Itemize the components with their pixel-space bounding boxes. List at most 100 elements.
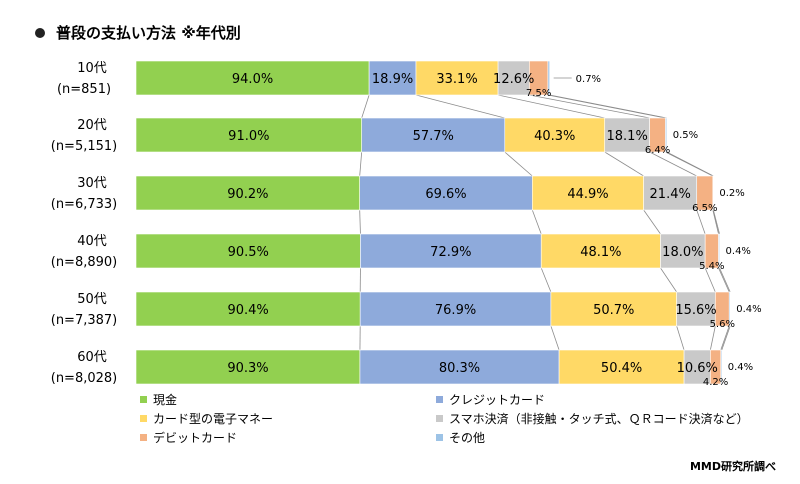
- data-label: 12.6%: [493, 72, 534, 87]
- legend-label: デビットカード: [153, 430, 237, 445]
- data-label: 69.6%: [425, 187, 466, 202]
- bar-segment: [643, 175, 698, 211]
- connector-line: [660, 267, 677, 293]
- category-label: 10代: [77, 61, 107, 76]
- bar-segment: [359, 175, 533, 211]
- sample-size-label: (n=8,028): [51, 371, 118, 386]
- bar-segment: [720, 349, 723, 385]
- connector-lines: [359, 94, 731, 351]
- data-label: 57.7%: [413, 129, 454, 144]
- bar-segment: [497, 60, 530, 96]
- connector-line: [415, 94, 505, 119]
- legend-swatch: [436, 396, 443, 403]
- bar-segment: [135, 291, 361, 327]
- connector-line: [709, 325, 716, 351]
- title-bullet: [35, 28, 45, 38]
- connector-line: [649, 151, 697, 177]
- category-label: 40代: [77, 234, 107, 249]
- data-label: 76.9%: [435, 303, 476, 318]
- sample-size-label: (n=7,387): [51, 313, 118, 328]
- data-label: 94.0%: [232, 72, 273, 87]
- connector-line: [497, 94, 605, 119]
- legend-label: クレジットカード: [449, 393, 545, 407]
- connector-line: [720, 325, 730, 351]
- sample-size-label: (n=851): [57, 82, 111, 97]
- data-label: 90.3%: [227, 361, 268, 376]
- bar-segment: [135, 175, 360, 211]
- data-label: 18.1%: [607, 129, 648, 144]
- data-label: 0.4%: [726, 246, 751, 257]
- bar-segment: [540, 233, 661, 269]
- legend-label: その他: [449, 431, 485, 445]
- bar-segment: [360, 233, 542, 269]
- category-label: 60代: [77, 350, 107, 365]
- bar-segment: [547, 60, 550, 96]
- connector-line: [529, 94, 650, 119]
- connector-line: [549, 94, 667, 119]
- connector-line: [361, 94, 370, 119]
- bars: [135, 60, 731, 385]
- source-note: MMD研究所調べ: [690, 459, 776, 473]
- data-label: 50.7%: [593, 303, 634, 318]
- connector-line: [643, 209, 661, 235]
- legend-swatch: [140, 434, 147, 441]
- data-label: 90.4%: [227, 303, 268, 318]
- chart-title: 普段の支払い方法 ※年代別: [56, 24, 241, 42]
- data-label: 0.5%: [673, 130, 698, 141]
- category-label: 50代: [77, 292, 107, 307]
- data-label: 18.0%: [662, 245, 703, 260]
- legend-label: 現金: [153, 392, 177, 407]
- data-label: 4.2%: [703, 377, 728, 388]
- bar-segment: [550, 291, 677, 327]
- data-label: 50.4%: [601, 361, 642, 376]
- data-label: 0.4%: [728, 362, 753, 373]
- sample-size-label: (n=6,733): [51, 197, 118, 212]
- legend-label: カード型の電子マネー: [153, 412, 273, 426]
- data-label: 72.9%: [430, 245, 471, 260]
- data-label: 0.4%: [736, 304, 761, 315]
- data-label: 18.9%: [372, 72, 413, 87]
- value-labels: 94.0% 18.9% 33.1% 12.6%7.5% 0.7% 91.0% 57.7% 40…: [227, 72, 761, 388]
- data-label: 91.0%: [228, 129, 269, 144]
- bar-segment: [728, 291, 731, 327]
- data-label: 40.3%: [534, 129, 575, 144]
- connector-line: [604, 151, 644, 177]
- data-label: 15.6%: [675, 303, 716, 318]
- connector-line: [721, 325, 731, 351]
- bar-segment: [359, 291, 552, 327]
- bar-segment: [604, 117, 650, 153]
- data-label: 5.6%: [710, 319, 735, 330]
- bar-segment: [135, 117, 362, 153]
- data-label: 0.7%: [576, 74, 601, 85]
- data-label: 6.5%: [692, 203, 717, 214]
- legend-swatch: [140, 396, 147, 403]
- category-label: 20代: [77, 118, 107, 133]
- legend-swatch: [436, 434, 443, 441]
- connector-line: [712, 209, 719, 235]
- category-label: 30代: [77, 176, 107, 191]
- connector-line: [359, 151, 363, 177]
- data-label: 7.5%: [526, 88, 551, 99]
- data-label: 5.4%: [699, 261, 724, 272]
- bar-segment: [532, 175, 644, 211]
- connector-line: [550, 325, 560, 351]
- connector-line: [666, 151, 714, 177]
- bar-segment: [415, 60, 499, 96]
- bar-segment: [665, 117, 668, 153]
- connector-line: [719, 267, 731, 293]
- connector-line: [696, 209, 706, 235]
- legend-swatch: [436, 415, 443, 422]
- connector-line: [712, 209, 720, 235]
- bar-segment: [718, 233, 720, 269]
- connector-line: [359, 209, 361, 235]
- data-label: 6.4%: [645, 145, 670, 156]
- bar-segment: [361, 117, 506, 153]
- data-label: 80.3%: [439, 361, 480, 376]
- connector-line: [504, 151, 533, 177]
- legend-swatch: [140, 415, 147, 422]
- data-label: 33.1%: [436, 72, 477, 87]
- data-label: 90.2%: [227, 187, 268, 202]
- data-label: 90.5%: [228, 245, 269, 260]
